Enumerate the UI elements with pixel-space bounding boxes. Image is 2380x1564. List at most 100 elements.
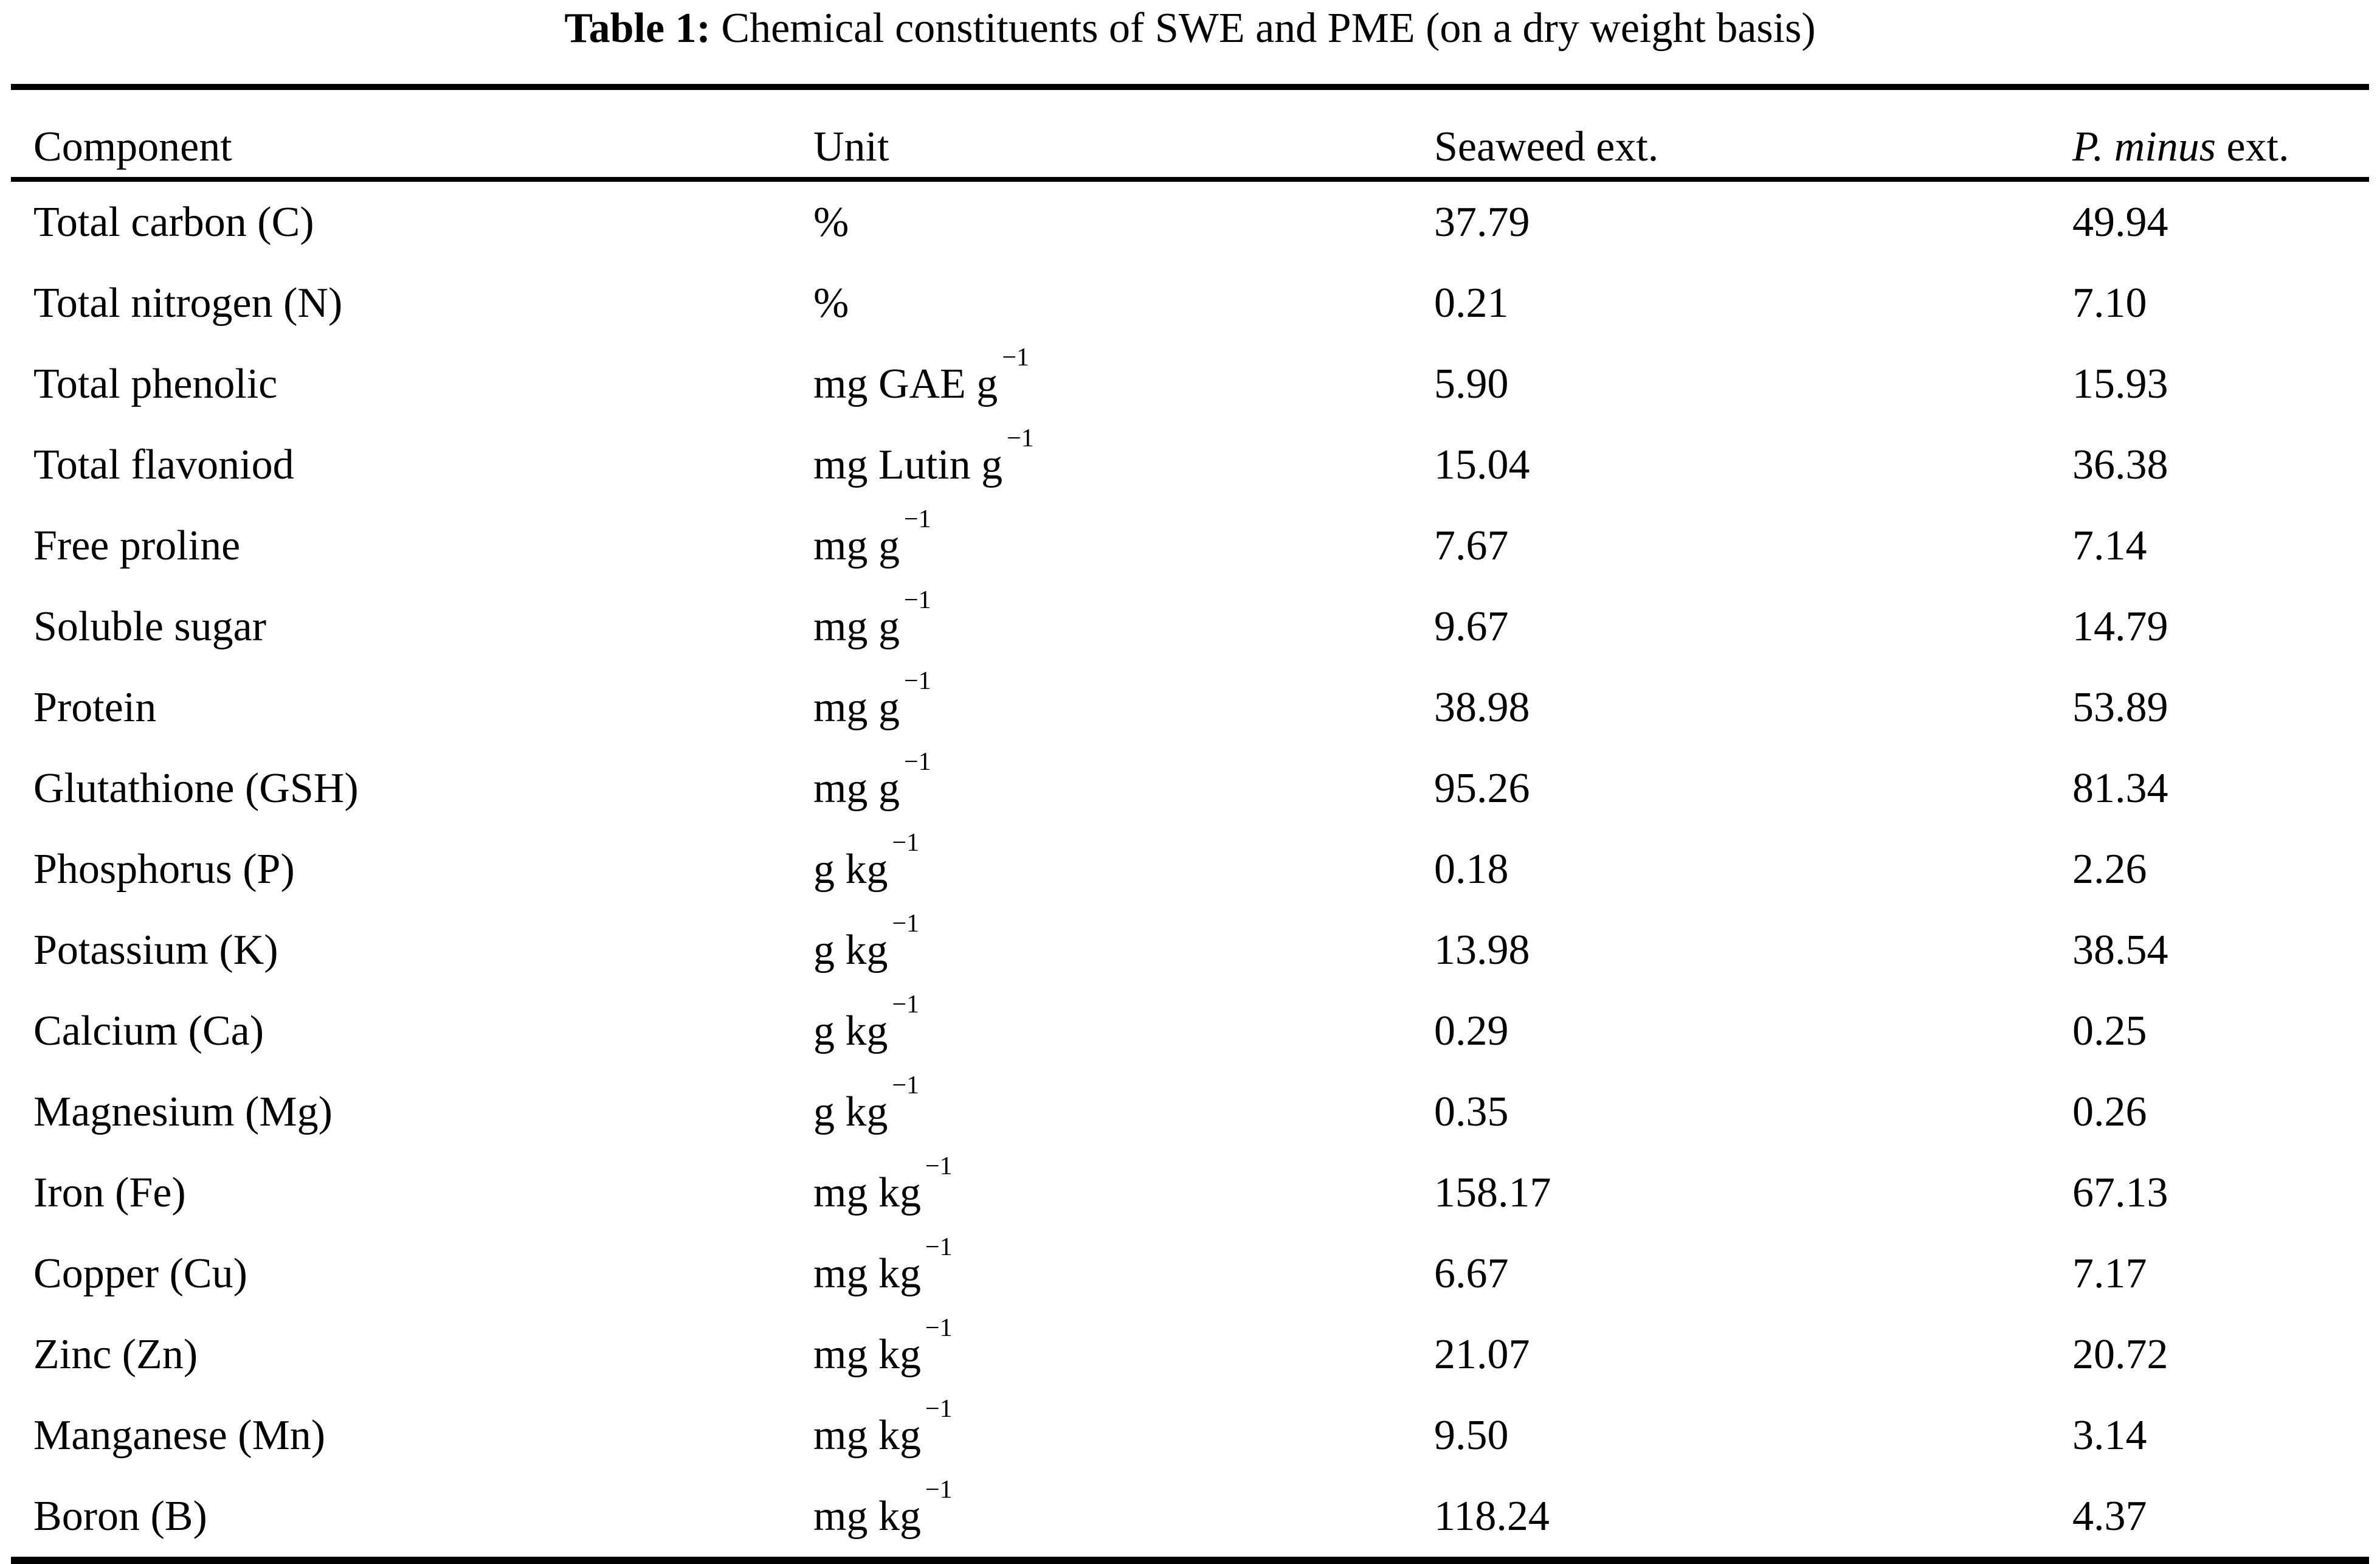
table-row: Soluble sugar mg g−1 9.67 14.79: [11, 586, 2369, 667]
p-minus-value-cell: 7.10: [2072, 263, 2369, 344]
p-minus-value-cell: 7.14: [2072, 505, 2369, 586]
unit-label: mg g: [813, 522, 900, 569]
component-cell: Copper (Cu): [11, 1233, 813, 1314]
table-number-label: Table 1:: [564, 5, 711, 52]
unit-exponent: −1: [925, 1476, 953, 1504]
unit-cell: mg Lutin g−1: [813, 424, 1434, 505]
component-cell: Manganese (Mn): [11, 1395, 813, 1476]
header-row: Component Unit Seaweed ext. P. minus ext…: [11, 87, 2369, 179]
component-cell: Iron (Fe): [11, 1152, 813, 1233]
p-minus-value: 36.38: [2072, 441, 2168, 488]
component-label: Total nitrogen (N): [33, 279, 343, 327]
seaweed-value: 21.07: [1434, 1330, 1530, 1378]
seaweed-value: 9.67: [1434, 603, 1509, 650]
unit-exponent: −1: [892, 910, 920, 938]
component-cell: Protein: [11, 667, 813, 748]
component-cell: Potassium (K): [11, 910, 813, 991]
component-cell: Free proline: [11, 505, 813, 586]
p-minus-value-cell: 7.17: [2072, 1233, 2369, 1314]
seaweed-value-cell: 38.98: [1434, 667, 2072, 748]
p-minus-value: 3.14: [2072, 1411, 2147, 1459]
seaweed-value: 15.04: [1434, 441, 1530, 488]
seaweed-value: 13.98: [1434, 926, 1530, 974]
p-minus-value: 0.26: [2072, 1088, 2147, 1135]
seaweed-value-cell: 37.79: [1434, 179, 2072, 263]
component-label: Total flavoniod: [33, 441, 294, 488]
component-cell: Total nitrogen (N): [11, 263, 813, 344]
seaweed-value: 0.18: [1434, 845, 1509, 893]
seaweed-value-cell: 0.29: [1434, 991, 2072, 1071]
component-cell: Total flavoniod: [11, 424, 813, 505]
unit-cell: mg GAE g−1: [813, 344, 1434, 424]
unit-exponent: −1: [1002, 344, 1029, 372]
component-cell: Soluble sugar: [11, 586, 813, 667]
seaweed-value: 0.35: [1434, 1088, 1509, 1135]
seaweed-value: 118.24: [1434, 1492, 1550, 1540]
table-row: Potassium (K) g kg−1 13.98 38.54: [11, 910, 2369, 991]
table-row: Total nitrogen (N) % 0.21 7.10: [11, 263, 2369, 344]
unit-exponent: −1: [892, 991, 920, 1019]
unit-cell: g kg−1: [813, 829, 1434, 910]
p-minus-value: 14.79: [2072, 603, 2168, 650]
table-row: Manganese (Mn) mg kg−1 9.50 3.14: [11, 1395, 2369, 1476]
seaweed-value-cell: 0.18: [1434, 829, 2072, 910]
p-minus-value: 38.54: [2072, 926, 2168, 974]
p-minus-value: 7.17: [2072, 1250, 2147, 1297]
component-label: Manganese (Mn): [33, 1411, 326, 1459]
seaweed-value: 6.67: [1434, 1250, 1509, 1297]
unit-exponent: −1: [925, 1314, 953, 1343]
table-body: Total carbon (C) % 37.79 49.94 Total nit…: [11, 179, 2369, 1560]
table-row: Iron (Fe) mg kg−1 158.17 67.13: [11, 1152, 2369, 1233]
unit-cell: mg kg−1: [813, 1233, 1434, 1314]
p-minus-value-cell: 14.79: [2072, 586, 2369, 667]
table-title-text: Chemical constituents of SWE and PME (on…: [710, 5, 1816, 52]
component-label: Total phenolic: [33, 360, 278, 407]
component-label: Iron (Fe): [33, 1169, 186, 1216]
component-cell: Phosphorus (P): [11, 829, 813, 910]
unit-label: mg Lutin g: [813, 441, 1003, 488]
unit-exponent: −1: [892, 829, 920, 857]
p-minus-value-cell: 0.25: [2072, 991, 2369, 1071]
header-p-minus-ext: P. minus ext.: [2072, 87, 2369, 179]
seaweed-value: 9.50: [1434, 1411, 1509, 1459]
component-cell: Zinc (Zn): [11, 1314, 813, 1395]
table-row: Total flavoniod mg Lutin g−1 15.04 36.38: [11, 424, 2369, 505]
unit-exponent: −1: [892, 1071, 920, 1100]
seaweed-value: 95.26: [1434, 764, 1530, 812]
component-cell: Calcium (Ca): [11, 991, 813, 1071]
header-component: Component: [33, 123, 232, 170]
unit-exponent: −1: [925, 1152, 953, 1181]
unit-cell: mg g−1: [813, 667, 1434, 748]
component-label: Total carbon (C): [33, 198, 314, 246]
p-minus-value-cell: 53.89: [2072, 667, 2369, 748]
table-header: Component Unit Seaweed ext. P. minus ext…: [11, 87, 2369, 179]
seaweed-value: 0.21: [1434, 279, 1509, 327]
header-seaweed-ext: Seaweed ext.: [1434, 123, 1659, 170]
p-minus-value: 81.34: [2072, 764, 2168, 812]
component-label: Magnesium (Mg): [33, 1088, 333, 1135]
table-row: Protein mg g−1 38.98 53.89: [11, 667, 2369, 748]
unit-label: mg g: [813, 683, 900, 731]
unit-exponent: −1: [903, 505, 931, 534]
component-label: Zinc (Zn): [33, 1330, 198, 1378]
component-cell: Glutathione (GSH): [11, 748, 813, 829]
component-label: Phosphorus (P): [33, 845, 295, 893]
unit-cell: mg kg−1: [813, 1476, 1434, 1560]
seaweed-value-cell: 118.24: [1434, 1476, 2072, 1560]
header-unit: Unit: [813, 123, 889, 170]
table-row: Calcium (Ca) g kg−1 0.29 0.25: [11, 991, 2369, 1071]
seaweed-value: 37.79: [1434, 198, 1530, 246]
component-label: Soluble sugar: [33, 603, 267, 650]
component-label: Calcium (Ca): [33, 1007, 264, 1054]
p-minus-value: 15.93: [2072, 360, 2168, 407]
unit-cell: %: [813, 179, 1434, 263]
seaweed-value: 38.98: [1434, 683, 1530, 731]
table-row: Copper (Cu) mg kg−1 6.67 7.17: [11, 1233, 2369, 1314]
unit-exponent: −1: [903, 586, 931, 615]
p-minus-value: 49.94: [2072, 198, 2168, 246]
p-minus-value-cell: 0.26: [2072, 1071, 2369, 1152]
unit-label: %: [813, 198, 849, 246]
table-row: Glutathione (GSH) mg g−1 95.26 81.34: [11, 748, 2369, 829]
table-row: Free proline mg g−1 7.67 7.14: [11, 505, 2369, 586]
unit-cell: g kg−1: [813, 1071, 1434, 1152]
